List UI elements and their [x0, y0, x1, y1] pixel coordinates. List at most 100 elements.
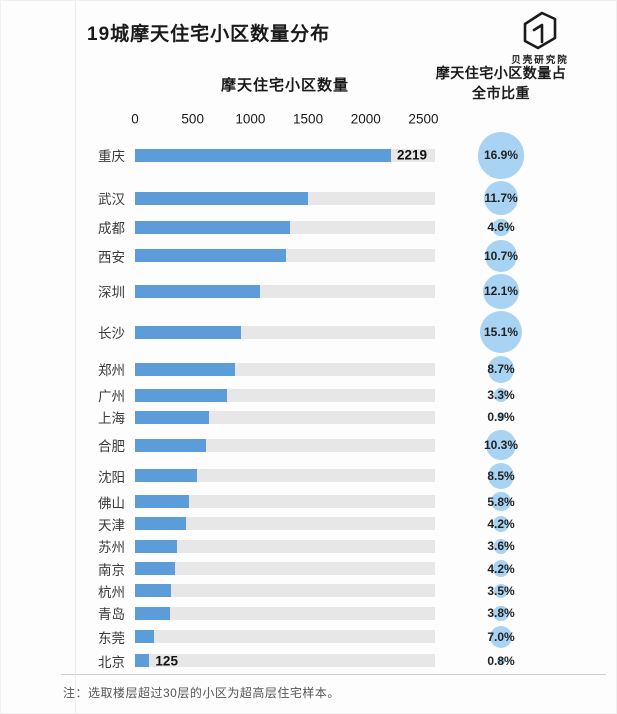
city-label: 沈阳	[98, 469, 125, 485]
bar-track: 125	[135, 653, 435, 669]
bar-track	[135, 191, 435, 205]
percentage-bubble	[492, 515, 510, 532]
chart-row: 沈阳 8.5%	[61, 462, 606, 491]
percentage-bubble	[493, 538, 509, 554]
bubble-cell: 0.8%	[435, 650, 567, 672]
bar-track: 2219	[135, 147, 435, 163]
bubble-cell: 3.8%	[435, 602, 567, 624]
bar	[135, 469, 198, 483]
percentage-bubble	[489, 625, 513, 649]
city-label: 天津	[98, 517, 125, 533]
city-label: 南京	[98, 562, 125, 578]
percentage-label: 3.3%	[487, 388, 515, 403]
bubble-cell: 3.3%	[435, 384, 567, 406]
percentage-label: 12.1%	[483, 284, 519, 299]
percentage-label: 10.7%	[483, 248, 519, 263]
chart-row: 广州 3.3%	[61, 384, 606, 406]
city-label: 合肥	[98, 439, 125, 455]
bar	[135, 654, 150, 668]
percentage-label: 0.9%	[487, 410, 515, 425]
bar	[135, 249, 287, 263]
percentage-bubble	[493, 605, 509, 621]
bar	[135, 495, 190, 508]
bar-track	[135, 438, 435, 452]
bubble-cell: 0.9%	[435, 406, 567, 428]
city-label: 郑州	[98, 363, 125, 379]
city-label: 成都	[98, 221, 125, 237]
percentage-label: 4.6%	[487, 220, 515, 235]
city-label: 西安	[98, 249, 125, 265]
brand-logo: 贝壳研究院	[492, 9, 588, 66]
header: 19城摩天住宅小区数量分布 贝壳研究院	[61, 9, 606, 66]
bar-track	[135, 388, 435, 402]
chart-row: 杭州 3.5%	[61, 580, 606, 602]
chart-row: 深圳 12.1%	[61, 273, 606, 310]
percentage-label: 7.0%	[487, 629, 515, 644]
footnote: 注：选取楼层超过30层的小区为超高层住宅样本。	[61, 674, 606, 713]
chart-row: 武汉 11.7%	[61, 180, 606, 216]
bar-track	[135, 284, 435, 298]
chart-row: 郑州 8.7%	[61, 355, 606, 384]
chart-row: 天津 4.2%	[61, 513, 606, 535]
percentage-label: 0.8%	[487, 653, 515, 668]
bar-track	[135, 584, 435, 598]
chart-row: 长沙 15.1%	[61, 310, 606, 355]
bar	[135, 630, 155, 644]
city-label: 重庆	[98, 149, 125, 165]
city-label: 杭州	[98, 584, 125, 600]
chart-row: 东莞 7.0%	[61, 624, 606, 649]
percentage-label: 8.5%	[487, 468, 515, 483]
axis-tick-label: 1500	[293, 111, 324, 127]
percentage-bubble	[479, 311, 523, 354]
bar-value-label: 125	[155, 653, 178, 669]
chart-row: 上海 0.9%	[61, 406, 606, 428]
bubble-cell: 4.2%	[435, 557, 567, 579]
percentage-label: 16.9%	[483, 148, 519, 163]
bubble-cell: 3.5%	[435, 580, 567, 602]
city-label: 青岛	[98, 607, 125, 623]
percentage-bubble	[483, 273, 519, 309]
percentage-label: 10.3%	[483, 438, 519, 453]
bubble-cell: 4.6%	[435, 216, 567, 238]
percentage-label: 11.7%	[484, 191, 518, 206]
bubble-cell: 3.6%	[435, 535, 567, 557]
brand-name: 贝壳研究院	[511, 55, 569, 66]
percentage-label: 3.8%	[487, 606, 515, 621]
percentage-bubble	[492, 218, 510, 236]
percentage-bubble	[493, 583, 509, 599]
bar-track	[135, 410, 435, 424]
percentage-label: 4.2%	[487, 516, 515, 531]
percentage-bubble	[492, 560, 510, 577]
percentage-bubble	[477, 132, 525, 179]
city-label: 北京	[98, 654, 125, 670]
city-label: 武汉	[98, 192, 125, 208]
bubble-cell: 10.3%	[435, 429, 567, 462]
chart-row: 青岛 3.8%	[61, 602, 606, 624]
percentage-label: 3.6%	[487, 539, 515, 554]
bubble-cell: 8.7%	[435, 355, 567, 384]
bubble-cell: 15.1%	[435, 310, 567, 355]
chart-row: 重庆 2219 16.9%	[61, 131, 606, 180]
bar	[135, 191, 309, 205]
bar	[135, 438, 206, 452]
bar-value-label: 2219	[397, 147, 428, 163]
bar-track	[135, 220, 435, 234]
beike-logo-icon	[517, 9, 563, 51]
bar	[135, 539, 177, 553]
bar	[135, 284, 260, 298]
city-label: 深圳	[98, 285, 125, 301]
chart-rows: 重庆 2219 16.9% 武汉 11.7% 成都 4.6% 西安 10.7% 深圳 12.1% 长沙…	[61, 131, 606, 672]
bar	[135, 562, 176, 576]
bubble-cell: 16.9%	[435, 131, 567, 180]
axis-row: 0 500 1000 1500 2000 2500	[61, 107, 606, 131]
city-label: 广州	[98, 389, 125, 405]
percentage-label: 15.1%	[483, 325, 519, 340]
bubble-cell: 5.8%	[435, 490, 567, 512]
axis-tick-label: 1000	[235, 111, 266, 127]
chart-row: 佛山 5.8%	[61, 490, 606, 512]
percentage-label: 5.8%	[487, 494, 515, 509]
bar	[135, 517, 186, 531]
bubble-column-spacer	[435, 107, 567, 131]
axis-tick-label: 0	[131, 111, 139, 127]
